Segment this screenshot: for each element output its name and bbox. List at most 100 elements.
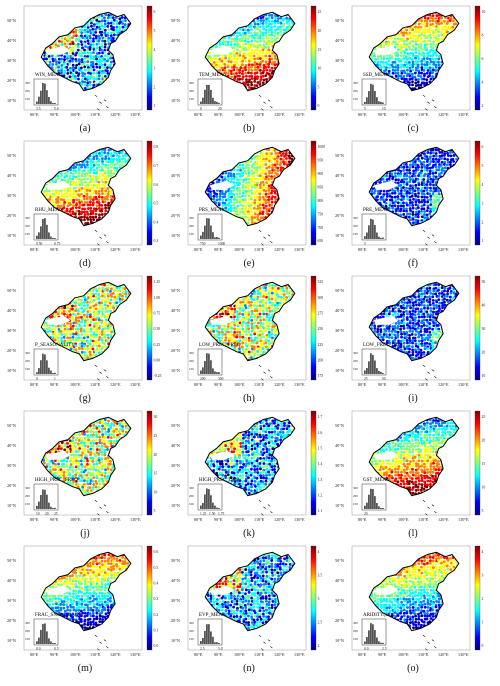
- hist-y-tick: 300: [353, 216, 358, 220]
- hist-bar: [202, 637, 204, 644]
- hist-bar: [370, 83, 372, 104]
- hist-x-tick: 1.25: [200, 512, 206, 516]
- hist-bar: [366, 232, 368, 239]
- colorbar-tick: 1: [482, 239, 484, 243]
- hist-bar: [206, 624, 208, 644]
- hist-bar: [378, 236, 380, 239]
- histogram-inset: 300 200 100 3.5 5.6: [25, 78, 59, 111]
- hist-bar: [202, 367, 204, 374]
- lat-label: 40°N: [335, 173, 344, 178]
- colorbar: 4 3.5 3 2.5 2: [310, 545, 322, 651]
- no-data-region: [373, 45, 399, 55]
- hist-bar: [366, 368, 368, 374]
- hist-bar: [36, 235, 38, 239]
- hist-bar: [210, 631, 212, 644]
- hist-bar: [200, 370, 202, 374]
- south-sea-inset: [258, 634, 273, 651]
- south-sea-inset: [422, 364, 437, 381]
- south-sea-inset: [258, 229, 273, 246]
- map-panel-k: 50°N 40°N 30°N 20°N 10°N 80°E 90°E 100°E 110°E 12…: [170, 407, 328, 539]
- map-panel-m: 50°N 40°N 30°N 20°N 10°N 80°E 90°E 100°E 110°E 12…: [6, 542, 164, 674]
- lon-label: 130°E: [458, 517, 469, 522]
- lat-label: 50°N: [7, 153, 16, 158]
- panel-caption: (j): [80, 528, 90, 539]
- map-panel-o: 50°N 40°N 30°N 20°N 10°N 80°E 90°E 100°E 110°E 12…: [334, 542, 492, 674]
- lon-label: 130°E: [458, 247, 469, 252]
- hist-bar: [380, 101, 382, 104]
- hist-bar: [372, 624, 374, 644]
- hist-y-tick: 300: [25, 486, 30, 490]
- hist-bar: [44, 623, 46, 644]
- country-border: [40, 551, 132, 632]
- hist-x-tick: 0.75: [54, 242, 60, 246]
- map-frame: [187, 140, 307, 246]
- lon-label: 120°E: [438, 382, 449, 387]
- colorbar-tick: 0.50: [154, 327, 161, 331]
- colorbar-tick: 50: [482, 280, 486, 284]
- lon-label: 130°E: [294, 652, 305, 657]
- lat-label: 30°N: [335, 328, 344, 333]
- lat-label: 10°N: [171, 638, 180, 643]
- south-sea-inset: [422, 499, 437, 516]
- south-sea-inset: [422, 94, 437, 111]
- colorbar-tick: 20: [154, 453, 158, 457]
- map-frame: [351, 5, 471, 111]
- hist-bar: [210, 89, 212, 104]
- hist-bar: [368, 361, 370, 374]
- lat-label: 40°N: [7, 308, 16, 313]
- country-border: [40, 281, 132, 362]
- histogram-inset: 300 200 100 25 50: [353, 348, 387, 381]
- panel-caption: (d): [79, 258, 91, 269]
- lat-label: 50°N: [7, 423, 16, 428]
- colorbar-tick: 4: [482, 550, 484, 554]
- hist-bar: [50, 370, 52, 374]
- colorbar-tick: 10: [318, 67, 322, 71]
- lon-label: 130°E: [130, 112, 141, 117]
- hist-bar: [36, 505, 38, 509]
- hist-bar: [376, 232, 378, 239]
- colorbar: 25 20 15 10 5: [474, 410, 485, 516]
- hist-bar: [364, 641, 366, 644]
- colorbar-tick: 0.2: [154, 613, 159, 617]
- hist-x-tick: 0.50: [36, 242, 42, 246]
- colorbar-tick: 1.1: [318, 509, 323, 513]
- histogram-inset: 300 200 100 10 20 25: [25, 483, 59, 516]
- hist-y-tick: 300: [353, 351, 358, 355]
- lon-label: 80°E: [358, 517, 367, 522]
- hist-bar: [376, 368, 378, 374]
- hist-bar: [214, 101, 216, 104]
- lon-label: 80°E: [194, 382, 203, 387]
- lat-label: 50°N: [335, 558, 344, 563]
- lat-label: 10°N: [335, 368, 344, 373]
- hist-bar: [374, 90, 376, 104]
- lat-label: 30°N: [335, 193, 344, 198]
- map-frame: [187, 275, 307, 381]
- hist-x-tick: 300: [218, 377, 224, 381]
- hist-x-tick: 10: [36, 512, 40, 516]
- hist-bar: [38, 637, 40, 644]
- hist-bar: [216, 642, 218, 644]
- lat-label: 20°N: [335, 483, 344, 488]
- hist-bar: [52, 102, 54, 104]
- colorbar-tick: 0.4: [154, 582, 159, 586]
- map-figure: 50°N 40°N 30°N 20°N 10°N 80°E 90°E 100°E 110°E 12…: [335, 5, 486, 117]
- colorbar-tick: 10: [482, 10, 486, 14]
- no-data-region: [373, 180, 399, 190]
- hist-bar: [382, 237, 384, 239]
- hist-bar: [48, 638, 50, 644]
- map-panel-j: 50°N 40°N 30°N 20°N 10°N 80°E 90°E 100°E 110°E 12…: [6, 407, 164, 539]
- colorbar-tick: 1.3: [318, 478, 323, 482]
- no-data-region: [373, 315, 399, 325]
- variable-label: RHU_MEAN: [35, 208, 63, 213]
- colorbar-tick: 0.6: [154, 183, 159, 187]
- colorbar: 4 3 2 1 0: [474, 545, 484, 651]
- hist-bar: [370, 218, 372, 239]
- colorbar-tick: 5: [318, 85, 320, 89]
- colorbar: 50 40 30 20 10: [474, 275, 486, 381]
- hist-bar: [40, 494, 42, 509]
- hist-y-tick: 200: [25, 494, 30, 498]
- lat-label: 30°N: [171, 193, 180, 198]
- variable-label: SSD_MEAN: [363, 73, 390, 78]
- map-frame: [351, 410, 471, 516]
- colorbar-tick: 1.00: [154, 296, 161, 300]
